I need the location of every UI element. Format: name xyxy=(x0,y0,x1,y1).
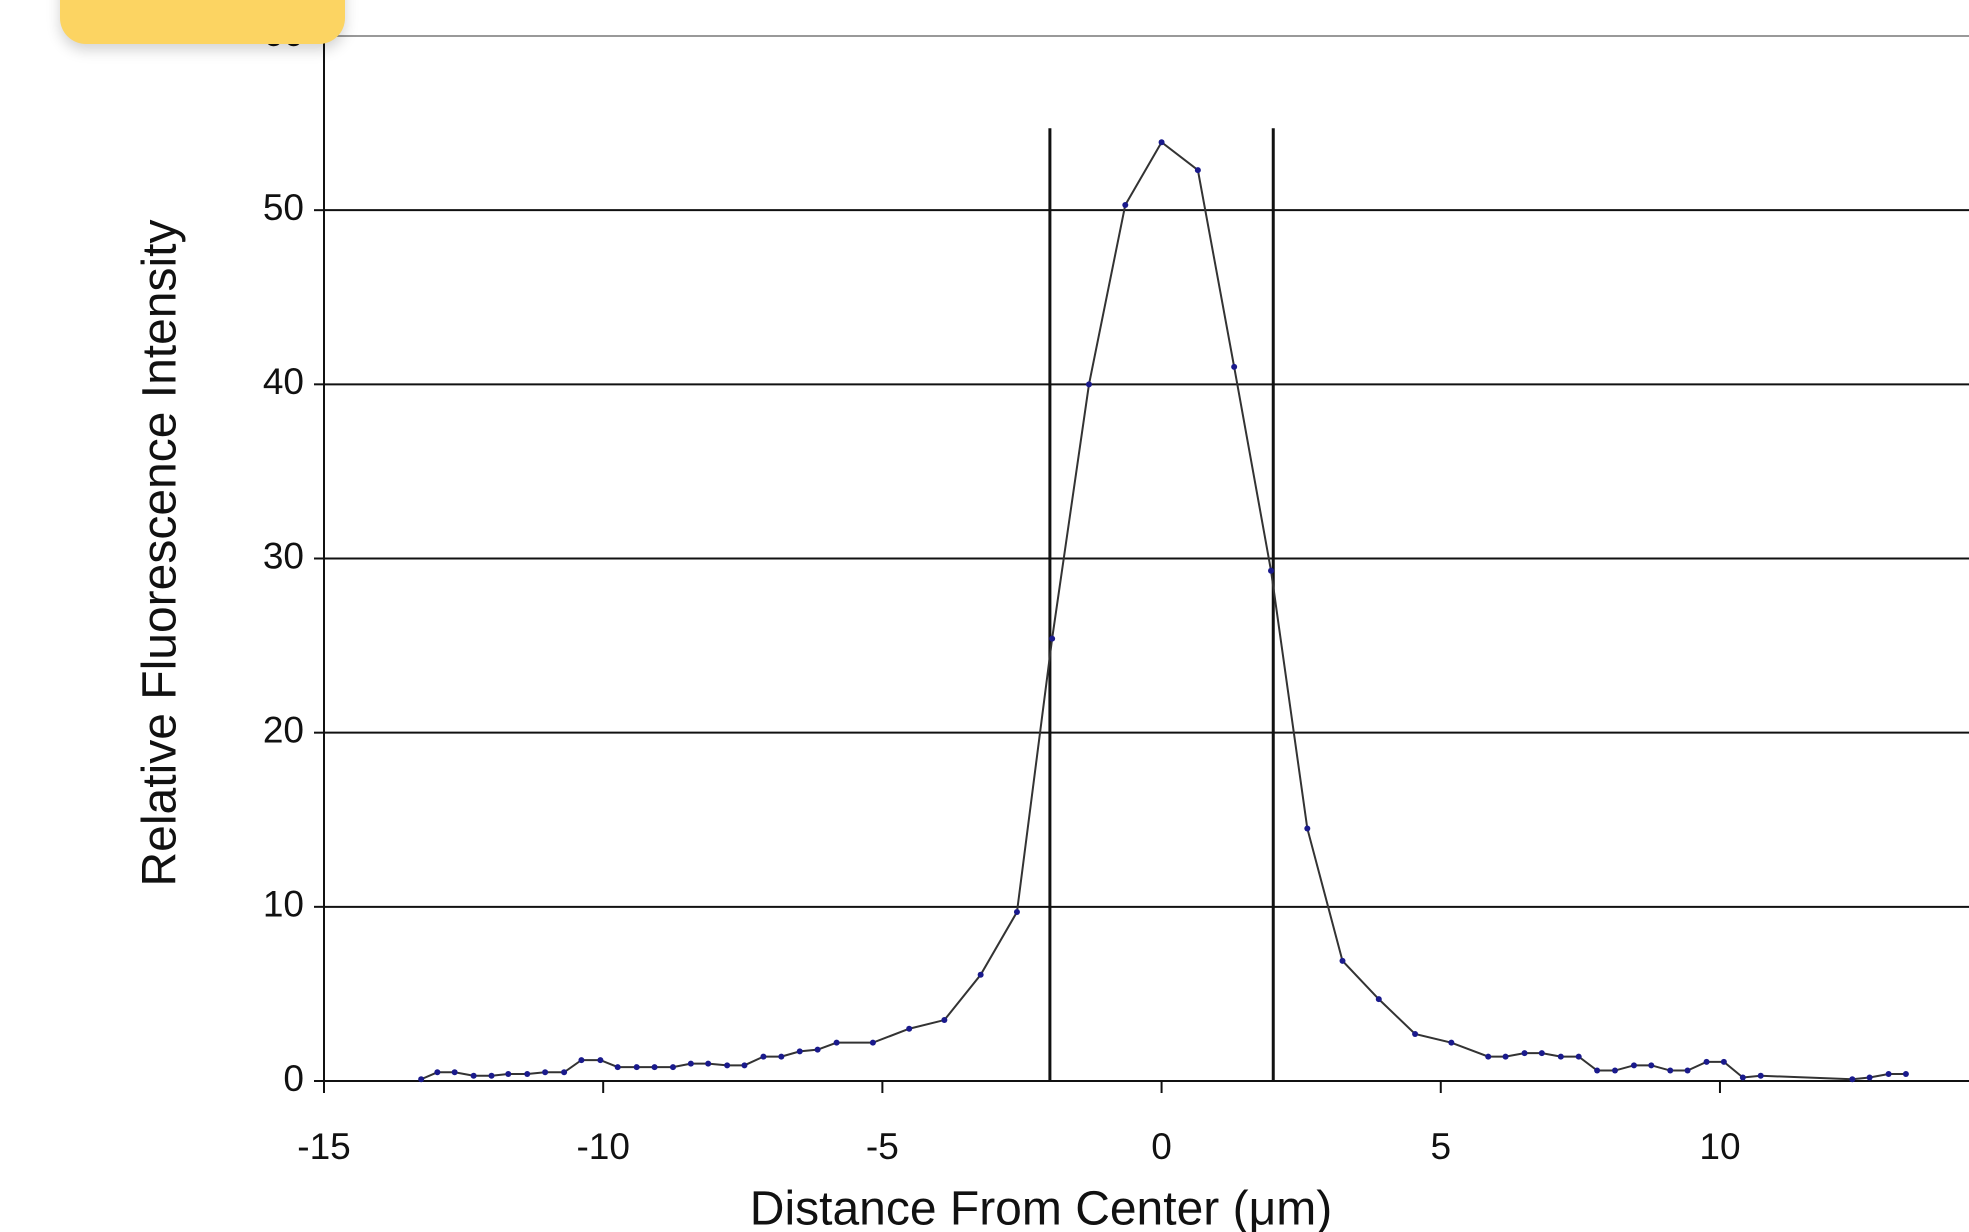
data-point xyxy=(1375,996,1382,1003)
y-tick-label: 10 xyxy=(263,884,304,925)
data-point xyxy=(597,1057,604,1064)
data-point xyxy=(814,1046,821,1053)
x-axis-title: Distance From Center (μm) xyxy=(750,1183,1332,1232)
data-point xyxy=(470,1072,477,1079)
data-point xyxy=(418,1076,425,1083)
data-point xyxy=(633,1064,640,1071)
x-tick-label: -10 xyxy=(576,1126,629,1167)
data-point xyxy=(1720,1058,1727,1065)
data-point xyxy=(1158,139,1165,146)
data-point xyxy=(1485,1053,1492,1060)
data-point xyxy=(1231,363,1238,370)
data-point xyxy=(796,1048,803,1055)
data-point xyxy=(614,1064,621,1071)
data-point xyxy=(1521,1050,1528,1057)
data-point xyxy=(1739,1074,1746,1081)
data-point xyxy=(1339,957,1346,964)
data-point xyxy=(906,1025,913,1032)
overlay-tag xyxy=(60,0,345,44)
data-point xyxy=(1049,635,1056,642)
data-point xyxy=(833,1039,840,1046)
data-point xyxy=(578,1057,585,1064)
data-point xyxy=(977,971,984,978)
data-point xyxy=(1684,1067,1691,1074)
data-point xyxy=(561,1069,568,1076)
data-point xyxy=(1594,1067,1601,1074)
data-point xyxy=(651,1064,658,1071)
data-point xyxy=(760,1053,767,1060)
data-point xyxy=(1268,567,1275,574)
data-point xyxy=(505,1071,512,1078)
data-point xyxy=(1575,1053,1582,1060)
data-point xyxy=(488,1072,495,1079)
data-point xyxy=(1902,1071,1909,1078)
data-point xyxy=(524,1071,531,1078)
x-tick-label: -5 xyxy=(866,1126,899,1167)
data-point xyxy=(724,1062,731,1069)
data-point xyxy=(1885,1071,1892,1078)
data-point xyxy=(669,1064,676,1071)
data-point xyxy=(741,1062,748,1069)
data-point xyxy=(1502,1053,1509,1060)
data-point xyxy=(778,1053,785,1060)
data-point xyxy=(1703,1058,1710,1065)
x-tick-label: 10 xyxy=(1699,1126,1740,1167)
y-tick-label: 30 xyxy=(263,535,304,576)
data-point xyxy=(1648,1062,1655,1069)
y-tick-label: 50 xyxy=(263,187,304,228)
data-point xyxy=(434,1069,441,1076)
data-point xyxy=(1448,1039,1455,1046)
y-tick-label: 20 xyxy=(263,709,304,750)
y-tick-label: 40 xyxy=(263,361,304,402)
data-point xyxy=(542,1069,549,1076)
data-point xyxy=(1757,1072,1764,1079)
y-tick-label: 0 xyxy=(283,1058,304,1099)
data-point xyxy=(1557,1053,1564,1060)
data-point xyxy=(1304,825,1311,832)
data-point xyxy=(451,1069,458,1076)
x-tick-label: 5 xyxy=(1430,1126,1451,1167)
data-point xyxy=(1538,1050,1545,1057)
series-line xyxy=(420,140,1906,1081)
data-point xyxy=(1194,167,1201,174)
data-point xyxy=(687,1060,694,1067)
data-point xyxy=(1667,1067,1674,1074)
data-point xyxy=(1085,381,1092,388)
data-point xyxy=(1122,201,1129,208)
y-axis-title: Relative Fluorescence Intensity xyxy=(134,220,187,887)
data-point xyxy=(1412,1030,1419,1037)
data-point xyxy=(1013,909,1020,916)
x-tick-label: 0 xyxy=(1151,1126,1172,1167)
data-point xyxy=(1849,1076,1856,1083)
data-point xyxy=(1630,1062,1637,1069)
data-point xyxy=(869,1039,876,1046)
data-point xyxy=(705,1060,712,1067)
data-point xyxy=(941,1017,948,1024)
x-tick-label: -15 xyxy=(297,1126,350,1167)
data-point xyxy=(1611,1067,1618,1074)
data-point xyxy=(1866,1074,1873,1081)
